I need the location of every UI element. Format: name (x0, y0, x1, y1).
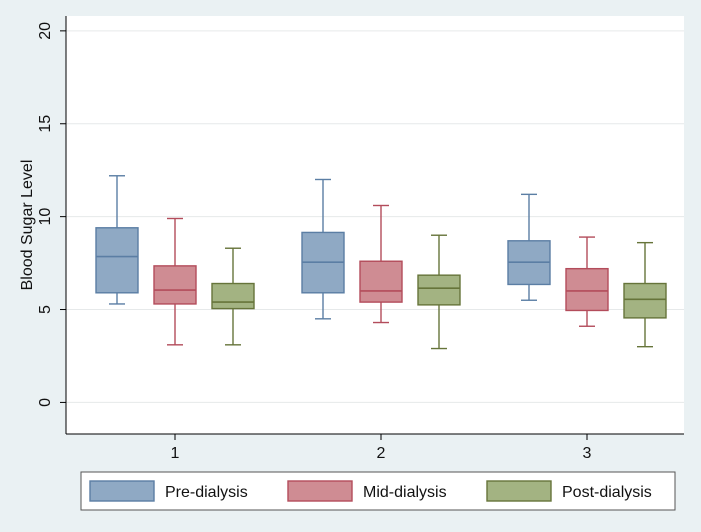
legend-items: Pre-dialysis Mid-dialysis Post-dialysis (89, 480, 652, 502)
legend-swatch-mid-dialysis (287, 480, 353, 502)
y-tick-label: 5 (37, 305, 54, 314)
box-post-dialysis-3 (623, 241, 667, 348)
box-mid-dialysis-3 (565, 236, 609, 327)
y-axis-title: Blood Sugar Level (19, 160, 36, 291)
x-tick-label: 2 (377, 445, 386, 462)
box-mid-dialysis-2 (359, 204, 403, 324)
box-pre-dialysis-1 (95, 175, 139, 305)
x-tick-label: 1 (171, 445, 180, 462)
box-iqr (359, 260, 403, 303)
box-iqr (565, 267, 609, 312)
y-tick-label: 20 (37, 22, 54, 40)
box-iqr (417, 274, 461, 306)
box-iqr (95, 227, 139, 294)
box-iqr (623, 282, 667, 319)
x-tick-label: 3 (583, 445, 592, 462)
legend-label-post-dialysis: Post-dialysis (562, 484, 652, 501)
axes (65, 16, 684, 435)
box-pre-dialysis-2 (301, 178, 345, 320)
box-post-dialysis-2 (417, 234, 461, 350)
legend-swatch-pre-dialysis (89, 480, 155, 502)
x-axis-ticks: 1 2 3 (171, 434, 592, 462)
y-tick-label: 15 (37, 115, 54, 133)
box-iqr (153, 265, 197, 305)
box-iqr (211, 282, 255, 310)
y-axis-ticks: 0 5 10 15 20 (37, 22, 66, 407)
legend (80, 471, 676, 511)
box-post-dialysis-1 (211, 247, 255, 346)
legend-label-mid-dialysis: Mid-dialysis (363, 484, 447, 501)
box-pre-dialysis-3 (507, 193, 551, 301)
legend-swatch-post-dialysis (486, 480, 552, 502)
y-tick-label: 10 (37, 208, 54, 226)
plot-area (66, 16, 684, 434)
box-mid-dialysis-1 (153, 217, 197, 346)
y-tick-label: 0 (37, 398, 54, 407)
legend-label-pre-dialysis: Pre-dialysis (165, 484, 248, 501)
box-series (95, 175, 667, 350)
